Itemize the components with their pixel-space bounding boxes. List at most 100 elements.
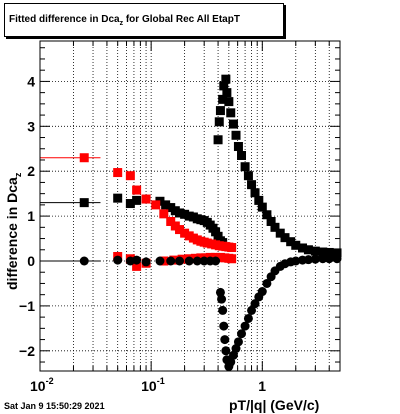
data-point — [262, 278, 272, 288]
data-point — [240, 321, 250, 331]
data-point — [113, 255, 123, 265]
data-point — [275, 228, 285, 238]
data-point — [262, 210, 272, 220]
data-point — [113, 168, 123, 178]
data-point — [332, 248, 342, 258]
data-point — [324, 247, 334, 257]
title-prefix: Fitted difference in Dca — [9, 14, 120, 25]
plot-area — [40, 41, 340, 371]
data-point — [257, 202, 267, 212]
data-point — [226, 108, 236, 118]
data-point — [161, 200, 171, 210]
y-axis-label-main: difference in Dca — [4, 177, 20, 290]
data-point — [228, 119, 238, 129]
data-point — [231, 130, 241, 140]
data-point — [243, 313, 253, 323]
data-point — [218, 305, 228, 315]
data-point — [303, 245, 313, 255]
data-point — [291, 240, 301, 250]
data-point — [310, 246, 320, 256]
data-point — [237, 329, 247, 339]
data-point — [221, 346, 231, 356]
data-point — [192, 256, 202, 266]
plot-frame — [39, 40, 341, 372]
data-point — [270, 222, 280, 232]
x-tick-label: 10-2 — [30, 376, 54, 394]
data-point — [237, 150, 247, 160]
data-point — [79, 198, 89, 208]
data-point — [250, 188, 260, 198]
data-point — [233, 142, 243, 152]
data-point — [291, 256, 301, 266]
data-point — [132, 255, 142, 265]
data-point — [132, 195, 142, 205]
data-point — [141, 257, 151, 267]
data-point — [175, 225, 185, 235]
data-point — [233, 337, 243, 347]
data-point — [175, 256, 185, 266]
data-point — [132, 261, 142, 271]
data-point — [303, 255, 313, 265]
chart-title-box: Fitted difference in Dcaz for Global Rec… — [4, 3, 284, 37]
y-tick-label: 0 — [27, 253, 35, 269]
data-point — [214, 117, 224, 127]
title-subscript: z — [119, 20, 124, 27]
timestamp: Sat Jan 9 15:50:29 2021 — [4, 401, 105, 411]
data-point — [217, 294, 227, 304]
data-point — [180, 228, 190, 238]
data-point — [215, 106, 225, 116]
x-axis-label: pT/|q| (GeV/c) — [229, 397, 320, 413]
data-point — [224, 97, 234, 107]
data-point — [324, 254, 334, 264]
data-point — [226, 357, 236, 367]
data-point — [218, 94, 228, 104]
y-tick-label: 1 — [27, 208, 35, 224]
data-point — [298, 243, 308, 253]
data-point — [180, 209, 190, 219]
data-point — [240, 162, 250, 172]
chart-title: Fitted difference in Dcaz for Global Rec… — [9, 14, 240, 27]
data-point — [221, 74, 231, 84]
data-point — [132, 185, 142, 195]
y-tick-label: 4 — [27, 73, 35, 89]
data-point — [79, 153, 89, 163]
data-point — [310, 254, 320, 264]
data-point — [125, 171, 135, 181]
data-point — [151, 200, 161, 210]
data-point — [166, 203, 176, 213]
data-point — [257, 287, 267, 297]
data-point — [219, 321, 229, 331]
data-point — [166, 256, 176, 266]
data-point — [184, 256, 194, 266]
x-tick-label: 1 — [258, 378, 266, 394]
data-point — [213, 135, 223, 145]
x-tick-label: 10-1 — [141, 376, 165, 394]
data-point — [220, 335, 230, 345]
data-point — [159, 209, 169, 219]
data-point — [227, 243, 237, 253]
data-point — [155, 256, 165, 266]
y-tick-label: 3 — [27, 118, 35, 134]
y-axis-label: difference in Dcaz — [4, 173, 23, 290]
y-tick-label: 2 — [27, 163, 35, 179]
data-point — [280, 233, 290, 243]
data-point — [247, 180, 257, 190]
y-tick-label: −1 — [19, 298, 35, 314]
data-point — [254, 195, 264, 205]
data-point — [222, 88, 232, 98]
data-point — [215, 287, 225, 297]
data-point — [211, 256, 221, 266]
data-point — [318, 247, 328, 257]
data-point — [247, 305, 257, 315]
data-point — [286, 237, 296, 247]
data-point — [79, 256, 89, 266]
data-point — [196, 253, 206, 263]
data-point — [266, 216, 276, 226]
y-tick-label: −2 — [19, 343, 35, 359]
data-point — [125, 199, 135, 209]
data-point — [227, 254, 237, 264]
data-point — [318, 254, 328, 264]
y-axis-label-sub: z — [12, 172, 23, 178]
